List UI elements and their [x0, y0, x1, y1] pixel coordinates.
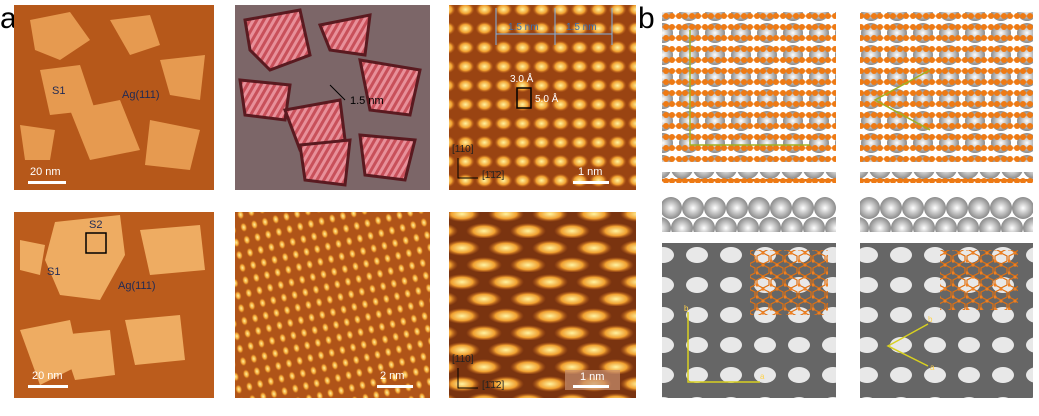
image-label: S1 — [47, 266, 60, 278]
panel-label: b — [638, 2, 655, 35]
axis-label: a — [760, 372, 765, 381]
stm-image: S1 Ag(111) 20 nm — [14, 5, 214, 190]
axis-label: b — [684, 304, 689, 313]
scale-bar-label: 20 nm — [32, 370, 63, 382]
panel-label: a — [0, 2, 17, 35]
axis-label: [110] — [452, 144, 474, 155]
image-label: 3.0 Å — [510, 72, 534, 85]
image-label: S1 — [52, 85, 65, 97]
image-label: Ag(111) — [122, 89, 160, 101]
stm-image: 1.5 nm 1.5 nm 3.0 Å 5.0 Å [110] [1̄1̄2] … — [449, 5, 636, 190]
simulated-image: b a — [662, 243, 836, 398]
structure-model — [662, 12, 1033, 162]
stm-image: [110] [1̄1̄2] 1 nm — [449, 212, 636, 398]
axis-label: [110] — [452, 354, 474, 365]
axis-label: a — [930, 363, 935, 372]
stm-image: S2 S1 Ag(111) 20 nm — [14, 212, 214, 398]
scale-bar-label: 20 nm — [30, 166, 61, 178]
image-label: 5.0 Å — [535, 92, 559, 105]
side-view-model — [662, 172, 1033, 232]
simulated-image: b a — [860, 243, 1033, 398]
image-label: Ag(111) — [118, 280, 156, 292]
scale-bar-label: 1 nm — [580, 371, 604, 383]
stm-image: 2 nm — [235, 212, 430, 398]
image-label: 1.5 nm — [566, 22, 597, 33]
scale-bar-label: 1 nm — [578, 166, 602, 178]
axis-label: b — [928, 315, 933, 324]
scale-bar-label: 2 nm — [380, 370, 404, 382]
axis-label: [1̄1̄2] — [482, 170, 504, 181]
image-label: 1.5 nm — [508, 22, 539, 33]
image-label: 1.5 nm — [350, 95, 384, 107]
axis-label: [1̄1̄2] — [482, 380, 504, 391]
image-label: S2 — [89, 219, 102, 231]
stm-image: 1.5 nm — [235, 5, 430, 190]
